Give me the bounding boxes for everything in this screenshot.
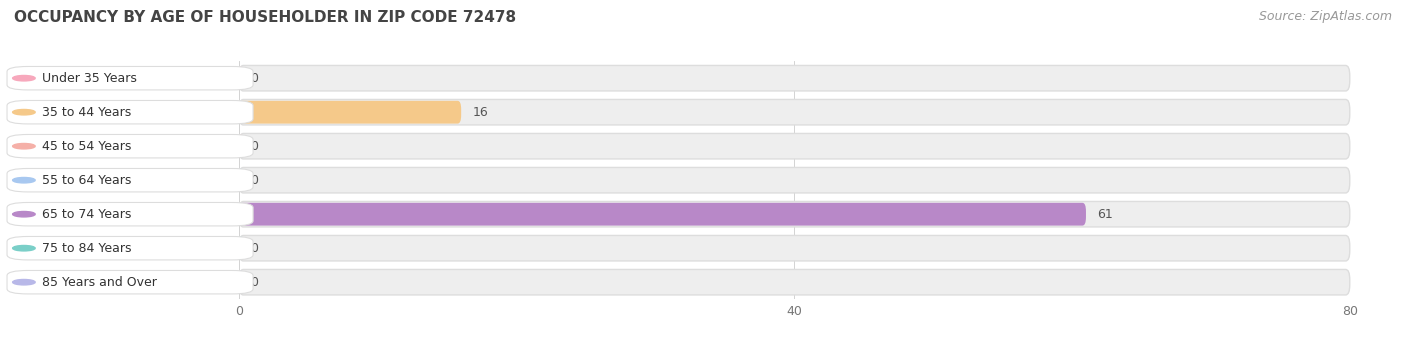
FancyBboxPatch shape <box>239 203 1085 226</box>
Text: 61: 61 <box>1097 208 1112 221</box>
FancyBboxPatch shape <box>236 237 242 260</box>
FancyBboxPatch shape <box>239 133 1350 159</box>
FancyBboxPatch shape <box>239 201 1350 227</box>
Text: 0: 0 <box>250 276 259 289</box>
Text: 75 to 84 Years: 75 to 84 Years <box>42 242 132 255</box>
FancyBboxPatch shape <box>239 99 1350 125</box>
FancyBboxPatch shape <box>239 235 1350 261</box>
FancyBboxPatch shape <box>236 67 242 89</box>
FancyBboxPatch shape <box>239 167 1350 193</box>
Text: 55 to 64 Years: 55 to 64 Years <box>42 174 132 187</box>
Text: 65 to 74 Years: 65 to 74 Years <box>42 208 132 221</box>
Text: 0: 0 <box>250 242 259 255</box>
Text: Source: ZipAtlas.com: Source: ZipAtlas.com <box>1258 10 1392 23</box>
FancyBboxPatch shape <box>236 135 242 158</box>
FancyBboxPatch shape <box>239 65 1350 91</box>
Text: 0: 0 <box>250 72 259 85</box>
Text: 0: 0 <box>250 174 259 187</box>
FancyBboxPatch shape <box>239 269 1350 295</box>
FancyBboxPatch shape <box>236 271 242 294</box>
FancyBboxPatch shape <box>236 169 242 192</box>
FancyBboxPatch shape <box>239 101 461 123</box>
Text: 16: 16 <box>472 106 488 119</box>
Text: OCCUPANCY BY AGE OF HOUSEHOLDER IN ZIP CODE 72478: OCCUPANCY BY AGE OF HOUSEHOLDER IN ZIP C… <box>14 10 516 25</box>
Text: 0: 0 <box>250 140 259 153</box>
Text: Under 35 Years: Under 35 Years <box>42 72 136 85</box>
Text: 85 Years and Over: 85 Years and Over <box>42 276 157 289</box>
Text: 35 to 44 Years: 35 to 44 Years <box>42 106 131 119</box>
Text: 45 to 54 Years: 45 to 54 Years <box>42 140 132 153</box>
